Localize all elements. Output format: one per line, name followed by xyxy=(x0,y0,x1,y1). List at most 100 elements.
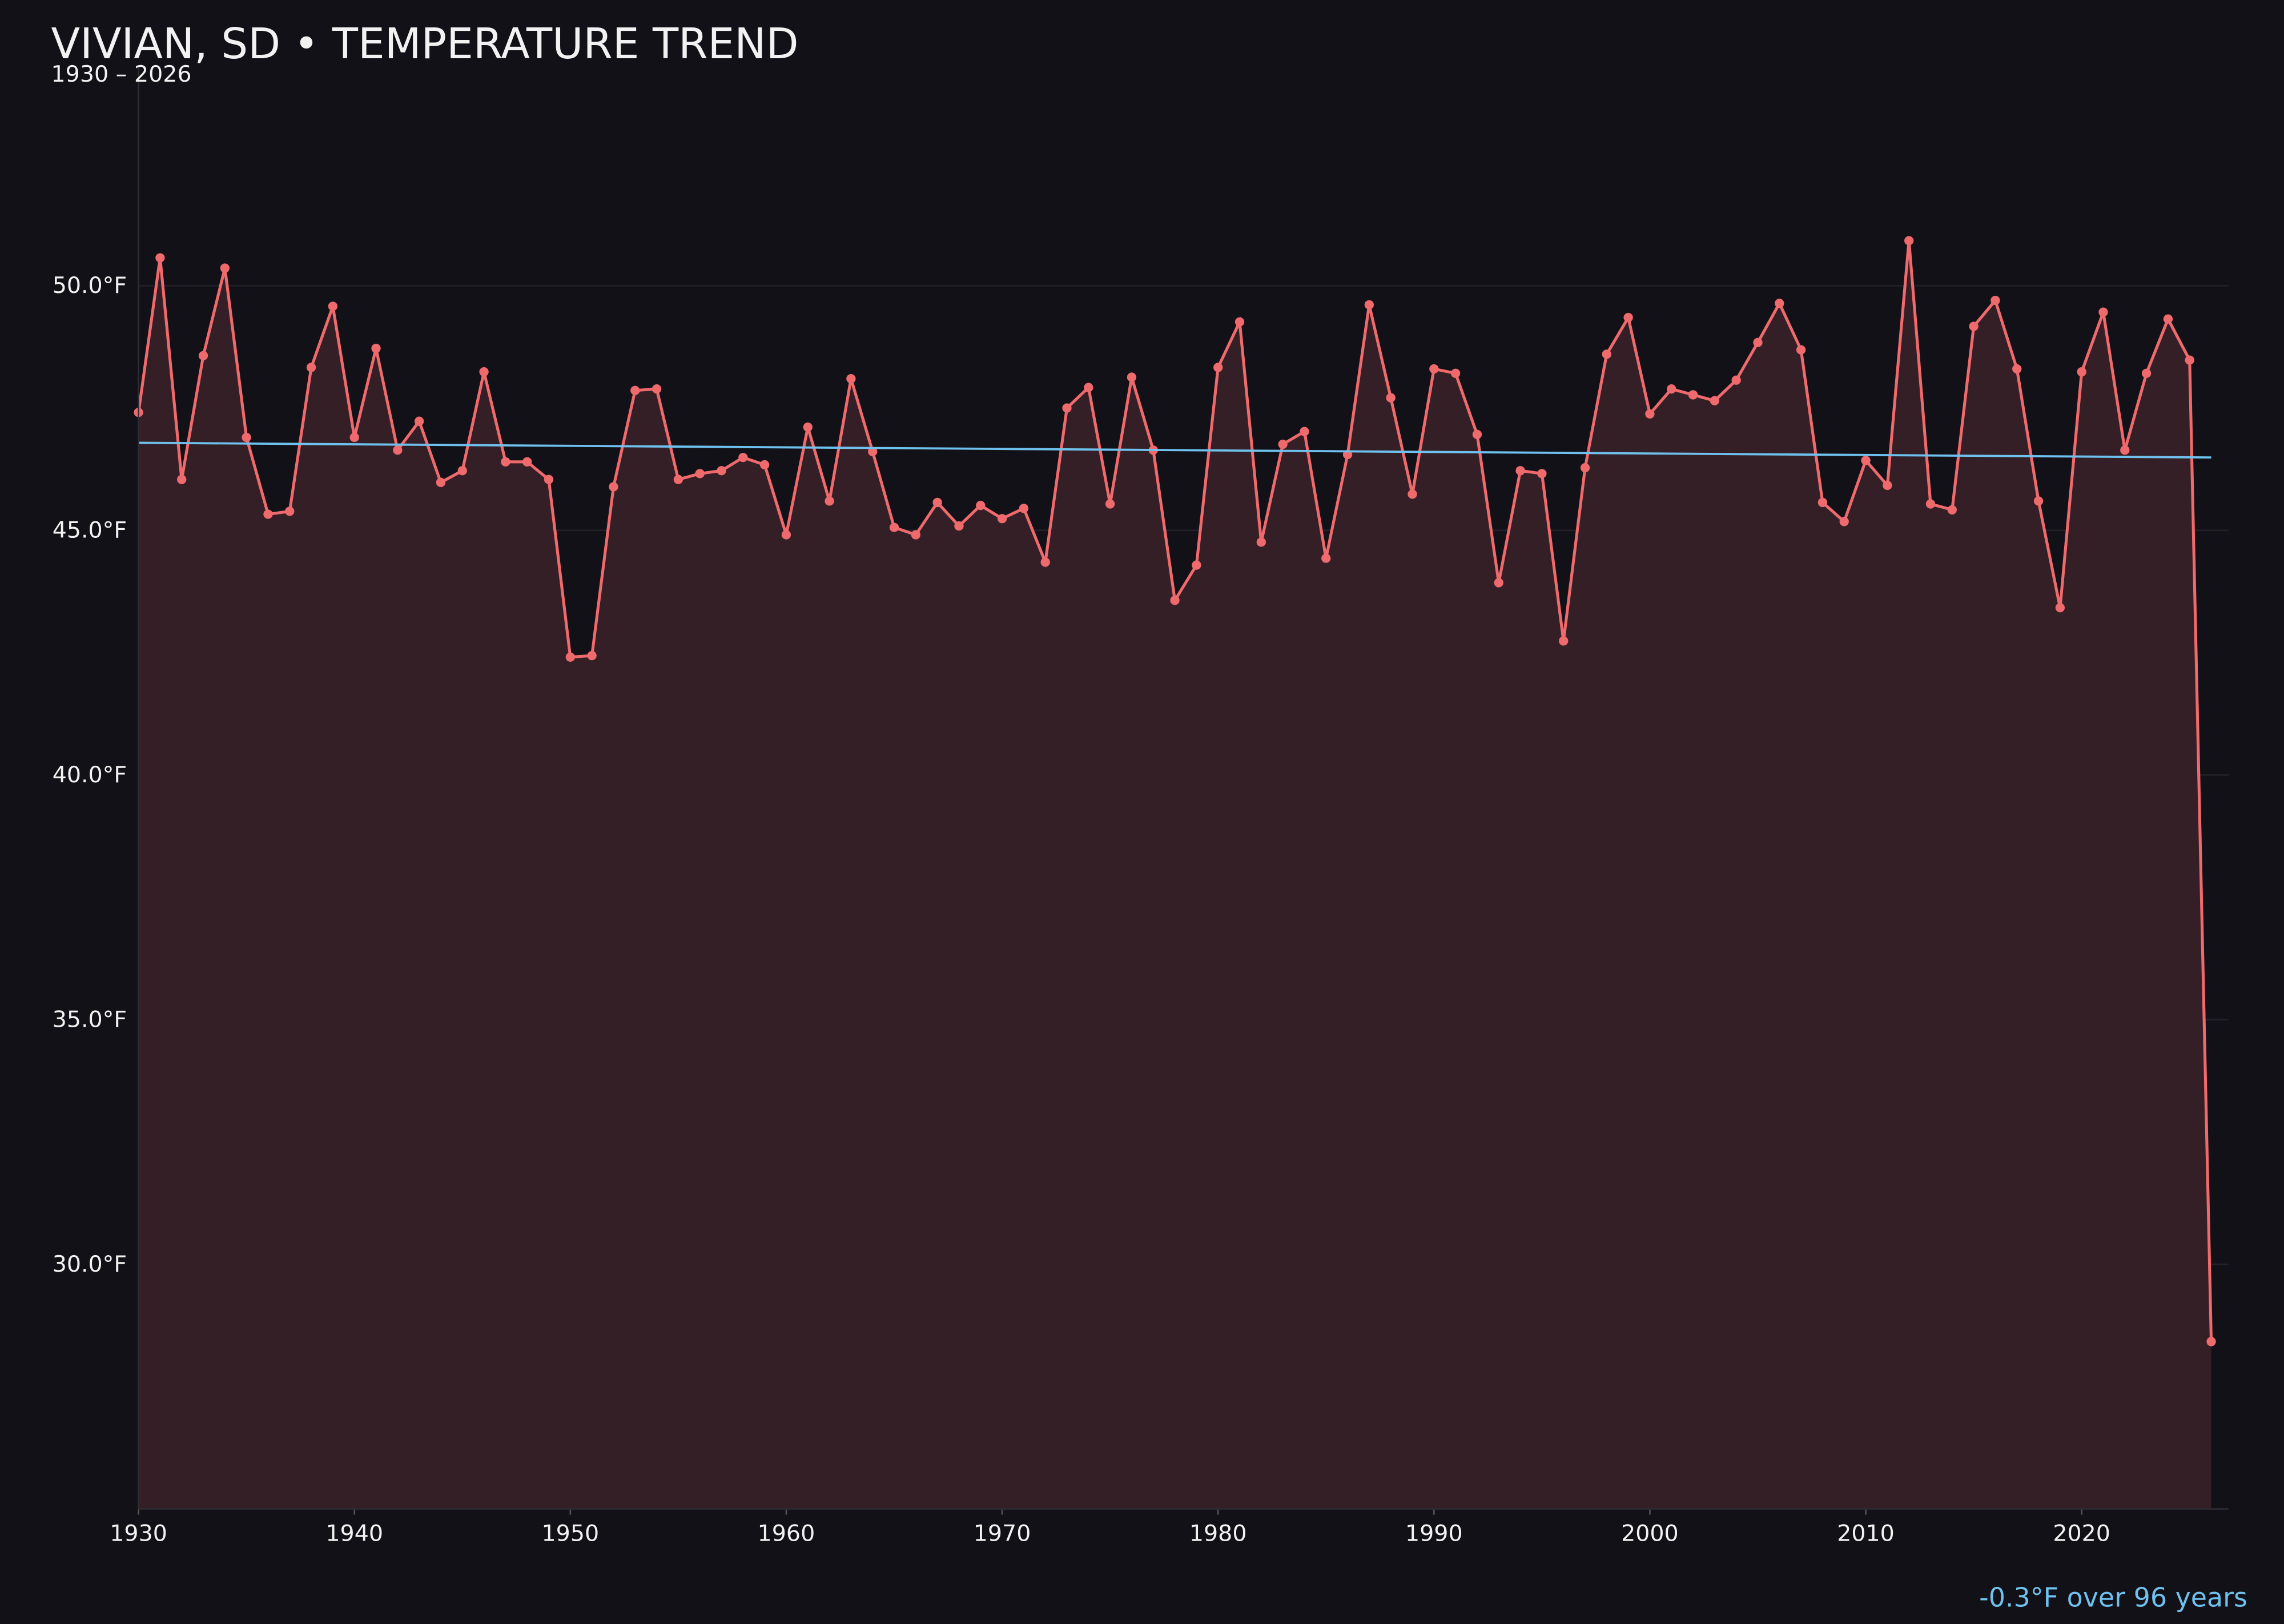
point xyxy=(263,509,273,519)
point xyxy=(1817,497,1828,508)
x-tick-label: 1930 xyxy=(110,1521,167,1547)
point xyxy=(1429,364,1439,374)
point xyxy=(349,432,359,443)
point xyxy=(2055,603,2065,613)
point xyxy=(1170,596,1180,605)
point xyxy=(1494,578,1503,588)
point xyxy=(242,432,251,443)
point xyxy=(673,475,683,484)
point xyxy=(781,530,791,540)
point xyxy=(457,466,467,476)
x-tick-label: 1940 xyxy=(325,1521,383,1547)
point xyxy=(1105,499,1115,509)
plot: 30.0°F 35.0°F 40.0°F 45.0°F 50.0°F 1930 1940 19… xyxy=(53,65,2229,1547)
point xyxy=(1040,557,1050,567)
chart-title: VIVIAN, SD • TEMPERATURE TREND xyxy=(51,19,799,69)
point xyxy=(1450,368,1461,378)
point xyxy=(522,457,532,467)
point xyxy=(371,343,381,353)
point xyxy=(759,460,770,470)
point xyxy=(976,500,986,510)
point xyxy=(198,351,208,361)
point xyxy=(911,530,920,540)
point xyxy=(479,367,489,377)
point xyxy=(1364,300,1374,309)
point xyxy=(1753,337,1763,347)
point xyxy=(1062,403,1072,413)
point xyxy=(1300,427,1309,436)
point xyxy=(1991,295,2000,305)
point xyxy=(1667,384,1676,394)
point xyxy=(220,263,230,273)
point xyxy=(1537,469,1547,479)
point xyxy=(544,475,554,484)
y-tick-label: 50.0°F xyxy=(53,272,127,299)
point xyxy=(1408,489,1417,499)
point xyxy=(1839,517,1849,526)
point xyxy=(1580,463,1590,473)
point xyxy=(868,447,878,456)
point xyxy=(1559,636,1569,646)
trend-line xyxy=(138,441,2211,459)
point xyxy=(1278,439,1288,449)
area xyxy=(138,240,2211,1509)
point xyxy=(2077,367,2086,377)
y-tick-label: 30.0°F xyxy=(53,1251,127,1277)
point xyxy=(1472,429,1482,440)
point xyxy=(1084,383,1093,392)
point xyxy=(889,522,899,532)
point xyxy=(565,652,575,662)
point xyxy=(1645,409,1655,419)
trend-annotation: -0.3°F over 96 years xyxy=(1979,1582,2247,1613)
point xyxy=(1969,321,1979,331)
x-tick-label: 1980 xyxy=(1189,1521,1247,1547)
point xyxy=(997,514,1007,524)
point xyxy=(738,452,748,463)
point xyxy=(695,469,705,479)
point xyxy=(285,507,295,516)
point xyxy=(587,650,597,661)
point xyxy=(1883,480,1892,491)
point xyxy=(1710,396,1720,405)
point xyxy=(2206,1337,2216,1346)
point xyxy=(1019,504,1029,513)
chart-subtitle: 1930 – 2026 xyxy=(51,61,192,87)
point xyxy=(1602,349,1611,359)
point xyxy=(652,384,662,394)
point xyxy=(630,385,640,395)
x-tick-label: 1960 xyxy=(758,1521,815,1547)
point xyxy=(825,496,834,506)
point xyxy=(306,363,316,372)
point xyxy=(803,422,813,432)
point xyxy=(1623,312,1633,323)
point xyxy=(436,477,446,487)
point xyxy=(1321,553,1331,563)
x-tick-label: 2020 xyxy=(2053,1521,2110,1547)
point xyxy=(1731,375,1741,385)
point xyxy=(932,497,942,508)
point xyxy=(2033,496,2044,506)
point xyxy=(1904,236,1914,246)
x-tick-label: 2010 xyxy=(1837,1521,1895,1547)
point xyxy=(393,445,403,455)
y-tick-label: 45.0°F xyxy=(53,517,127,544)
y-tick-label: 35.0°F xyxy=(53,1006,127,1032)
x-tick-label: 2000 xyxy=(1621,1521,1679,1547)
point xyxy=(1515,466,1525,476)
x-tick-label: 1990 xyxy=(1405,1521,1463,1547)
point xyxy=(1688,390,1698,400)
point xyxy=(501,457,510,467)
point xyxy=(414,416,424,426)
point xyxy=(1386,393,1396,403)
point xyxy=(1192,560,1201,570)
point xyxy=(954,521,964,531)
point xyxy=(2163,314,2173,324)
x-tick-label: 1950 xyxy=(542,1521,600,1547)
point xyxy=(717,466,726,476)
x-tick-label: 1970 xyxy=(974,1521,1031,1547)
y-tick-label: 40.0°F xyxy=(53,762,127,788)
point xyxy=(2185,355,2194,365)
point xyxy=(609,482,618,492)
